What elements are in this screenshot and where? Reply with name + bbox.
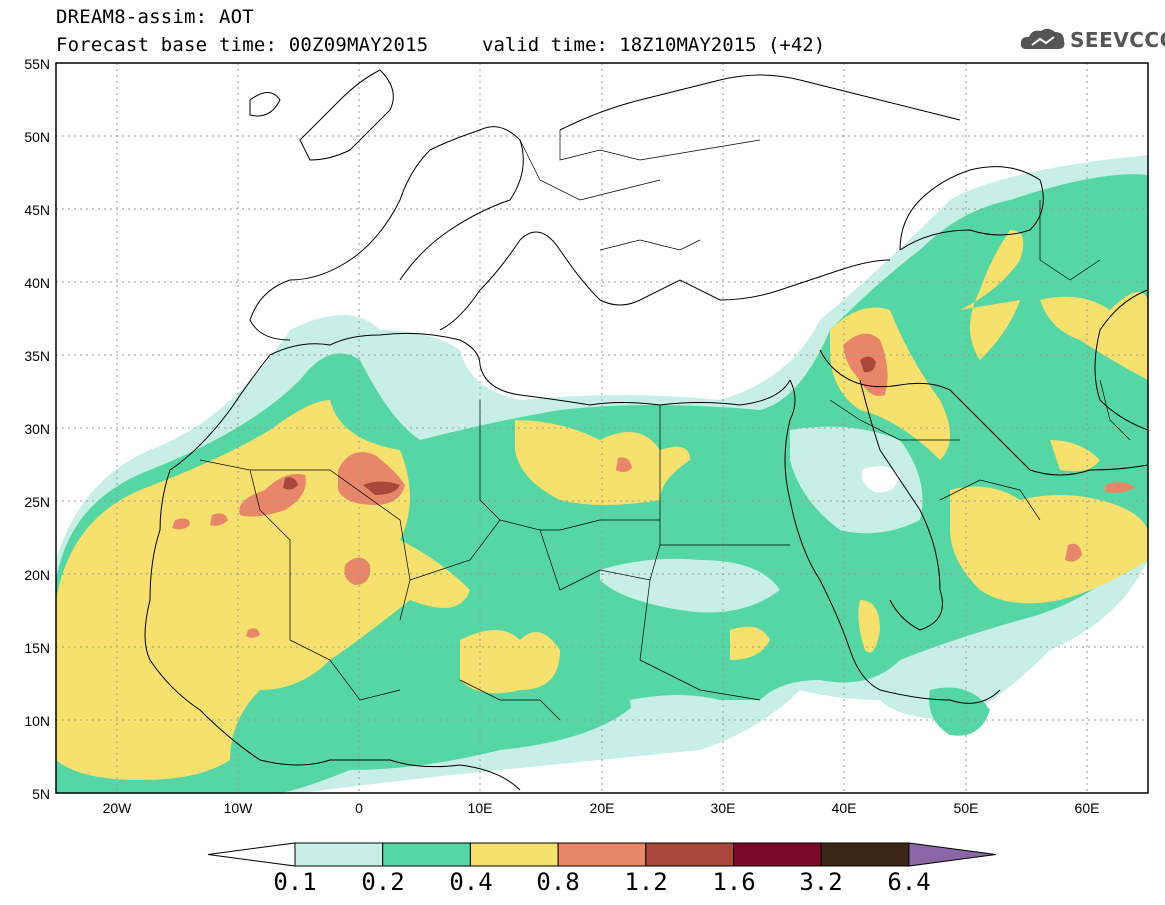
colorbar-swatch (820, 842, 910, 867)
lon-tick-label: 20W (102, 800, 132, 816)
lat-tick-label: 50N (24, 129, 50, 145)
colorbar-swatch (469, 842, 559, 867)
lat-tick-label: 55N (24, 56, 50, 72)
lon-tick-label: 10E (467, 800, 493, 816)
valid-time: valid time: 18Z10MAY2015 (+42) (482, 34, 826, 56)
lon-tick-label: 40E (831, 800, 857, 816)
lat-tick-label: 35N (24, 348, 50, 364)
colorbar-label: 0.2 (361, 868, 405, 896)
lat-tick-label: 20N (24, 567, 50, 583)
colorbar-swatch (645, 842, 734, 867)
lat-tick-label: 30N (24, 421, 50, 437)
logo-text: SEEVCCC (1070, 28, 1165, 52)
lon-tick-label: 20E (589, 800, 615, 816)
lat-tick-label: 10N (24, 713, 50, 729)
colorbar-label: 1.2 (624, 868, 668, 896)
lat-tick-label: 5N (32, 786, 50, 802)
colorbar-label: 6.4 (887, 868, 931, 896)
coastlines (144, 69, 1148, 791)
colorbar-label: 0.1 (273, 868, 317, 896)
map-title: DREAM8-assim: AOT (56, 6, 254, 28)
colorbar-min-arrow (207, 842, 296, 867)
lon-tick-label: 0 (355, 800, 363, 816)
lon-tick-label: 10W (223, 800, 253, 816)
aot-field-0.1-patches (600, 426, 923, 736)
colorbar-max-arrow (908, 842, 996, 867)
colorbar-label: 0.4 (449, 868, 493, 896)
country-borders (199, 130, 1131, 721)
lat-tick-label: 40N (24, 275, 50, 291)
lat-tick-label: 15N (24, 640, 50, 656)
colorbar-label: 3.2 (799, 868, 843, 896)
lat-tick-label: 45N (24, 202, 50, 218)
lat-tick-label: 25N (24, 494, 50, 510)
colorbar-label: 1.6 (712, 868, 756, 896)
colorbar-swatch (294, 842, 384, 867)
lat-lon-grid (56, 63, 1148, 793)
colorbar-swatch (382, 842, 471, 867)
lon-tick-label: 60E (1074, 800, 1100, 816)
map-frame (55, 62, 1149, 794)
colorbar (207, 842, 996, 867)
colorbar-swatch (733, 842, 822, 867)
forecast-base-time: Forecast base time: 00Z09MAY2015 (56, 34, 429, 56)
colorbar-label: 0.8 (536, 868, 580, 896)
lon-tick-label: 30E (710, 800, 736, 816)
aot-field-1.2 (283, 356, 876, 495)
seevccc-logo-icon (1020, 28, 1065, 49)
lon-tick-label: 50E (953, 800, 979, 816)
colorbar-swatch (557, 842, 647, 867)
